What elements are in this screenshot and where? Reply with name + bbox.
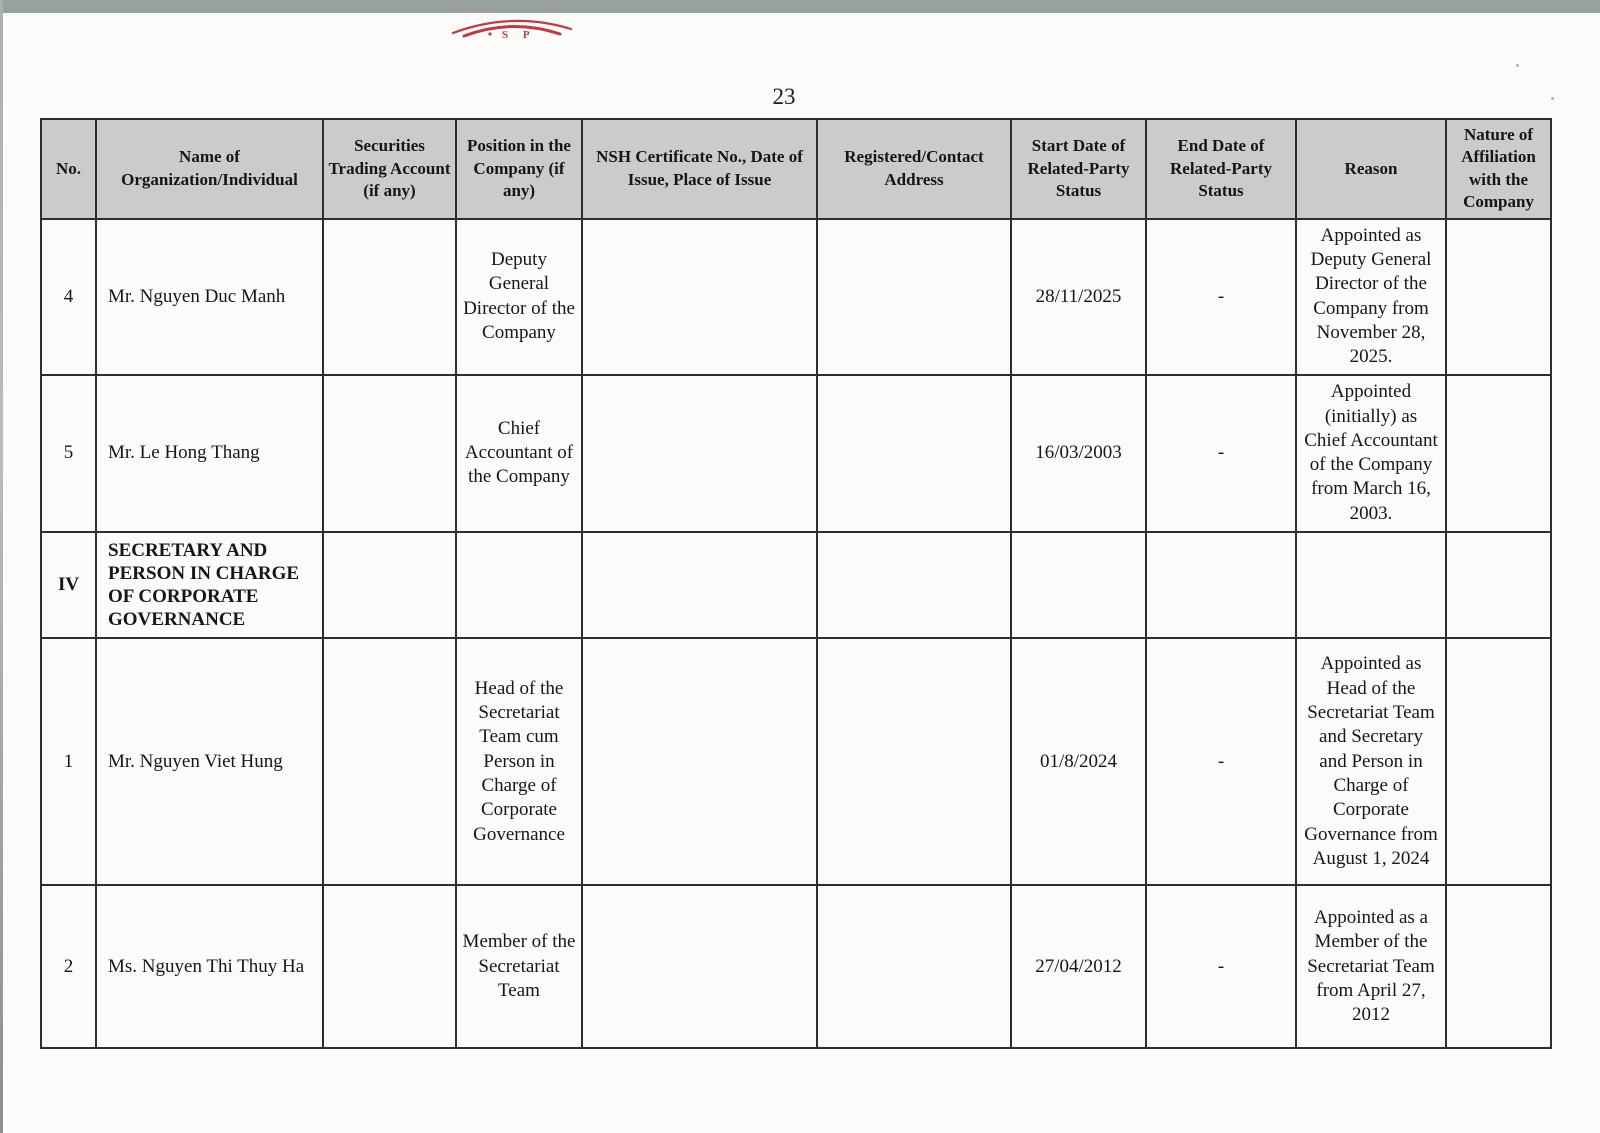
header-position: Position in the Company (if any) xyxy=(455,118,583,220)
cell-nature xyxy=(1445,530,1552,640)
cell-start-date xyxy=(1010,530,1147,640)
cell-address xyxy=(816,884,1012,1050)
cell-nature xyxy=(1445,373,1552,533)
cell-address xyxy=(816,217,1012,376)
cell-name: Mr. Nguyen Duc Manh xyxy=(95,217,324,376)
header-start-date: Start Date of Related-Party Status xyxy=(1010,118,1147,220)
cell-position: Head of the Secretariat Team cum Person … xyxy=(455,637,583,887)
cell-position xyxy=(455,530,583,640)
header-securities-account: Securities Trading Account (if any) xyxy=(322,118,457,220)
cell-name: Mr. Le Hong Thang xyxy=(95,373,324,533)
table-header: No. Name of Organization/Individual Secu… xyxy=(40,118,1552,220)
cell-end-date: - xyxy=(1145,884,1297,1050)
table-row: 5 Mr. Le Hong Thang Chief Accountant of th… xyxy=(40,373,1552,533)
cell-position: Member of the Secretariat Team xyxy=(455,884,583,1050)
cell-no: 4 xyxy=(40,217,97,376)
cell-name: Ms. Nguyen Thi Thuy Ha xyxy=(95,884,324,1050)
cell-nature xyxy=(1445,637,1552,887)
cell-start-date: 01/8/2024 xyxy=(1010,637,1147,887)
cell-certificate xyxy=(581,530,818,640)
red-arc-stamp-icon: S P xyxy=(450,10,574,41)
cell-certificate xyxy=(581,373,818,533)
cell-securities-account xyxy=(322,217,457,376)
cell-start-date: 16/03/2003 xyxy=(1010,373,1147,533)
cell-no: 1 xyxy=(40,637,97,887)
cell-securities-account xyxy=(322,884,457,1050)
cell-nature xyxy=(1445,884,1552,1050)
cell-name: SECRETARY AND PERSON IN CHARGE OF CORPOR… xyxy=(95,530,324,640)
cell-start-date: 27/04/2012 xyxy=(1010,884,1147,1050)
cell-address xyxy=(816,530,1012,640)
cell-reason: Appointed (initially) as Chief Accountan… xyxy=(1295,373,1447,533)
cell-name: Mr. Nguyen Viet Hung xyxy=(95,637,324,887)
table-row: 4 Mr. Nguyen Duc Manh Deputy General Direc… xyxy=(40,217,1552,376)
cell-no: 2 xyxy=(40,884,97,1050)
cell-reason: Appointed as a Member of the Secretariat… xyxy=(1295,884,1447,1050)
header-reason: Reason xyxy=(1295,118,1447,220)
cell-address xyxy=(816,637,1012,887)
svg-text:S P: S P xyxy=(502,29,536,38)
header-certificate: NSH Certificate No., Date of Issue, Plac… xyxy=(581,118,818,220)
related-party-table-wrap: No. Name of Organization/Individual Secu… xyxy=(40,118,1552,1050)
cell-reason: Appointed as Deputy General Director of … xyxy=(1295,217,1447,376)
cell-certificate xyxy=(581,637,818,887)
cell-securities-account xyxy=(322,373,457,533)
cell-end-date: - xyxy=(1145,217,1297,376)
table-row: 2 Ms. Nguyen Thi Thuy Ha Member of the Sec… xyxy=(40,884,1552,1050)
cell-address xyxy=(816,373,1012,533)
scan-speck xyxy=(1551,97,1554,100)
cell-securities-account xyxy=(322,637,457,887)
page-number: 23 xyxy=(772,84,796,109)
header-no: No. xyxy=(40,118,97,220)
table-body: 4 Mr. Nguyen Duc Manh Deputy General Direc… xyxy=(40,217,1552,1050)
section-row: IV SECRETARY AND PERSON IN CHARGE OF CORP… xyxy=(40,530,1552,640)
cell-position: Deputy General Director of the Company xyxy=(455,217,583,376)
cell-no: 5 xyxy=(40,373,97,533)
cell-position: Chief Accountant of the Company xyxy=(455,373,583,533)
header-nature: Nature of Affiliation with the Company xyxy=(1445,118,1552,220)
cell-certificate xyxy=(581,217,818,376)
cell-securities-account xyxy=(322,530,457,640)
cell-reason: Appointed as Head of the Secretariat Tea… xyxy=(1295,637,1447,887)
cell-start-date: 28/11/2025 xyxy=(1010,217,1147,376)
cell-end-date xyxy=(1145,530,1297,640)
cell-end-date: - xyxy=(1145,373,1297,533)
header-name: Name of Organization/Individual xyxy=(95,118,324,220)
header-address: Registered/Contact Address xyxy=(816,118,1012,220)
scan-left-edge xyxy=(0,0,3,1133)
cell-end-date: - xyxy=(1145,637,1297,887)
scan-top-bar xyxy=(0,0,1600,13)
cell-reason xyxy=(1295,530,1447,640)
cell-no: IV xyxy=(40,530,97,640)
header-end-date: End Date of Related-Party Status xyxy=(1145,118,1297,220)
related-party-table: No. Name of Organization/Individual Secu… xyxy=(40,118,1552,1050)
cell-certificate xyxy=(581,884,818,1050)
scan-speck xyxy=(1516,64,1519,67)
table-row: 1 Mr. Nguyen Viet Hung Head of the Secreta… xyxy=(40,637,1552,887)
cell-nature xyxy=(1445,217,1552,376)
